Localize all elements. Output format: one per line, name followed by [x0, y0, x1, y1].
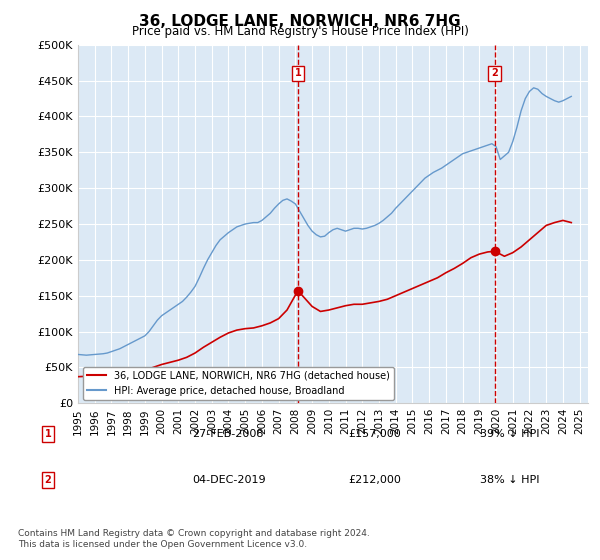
- Text: 04-DEC-2019: 04-DEC-2019: [192, 475, 266, 485]
- Text: 2: 2: [44, 475, 52, 485]
- Text: 38% ↓ HPI: 38% ↓ HPI: [480, 475, 539, 485]
- Text: 36, LODGE LANE, NORWICH, NR6 7HG: 36, LODGE LANE, NORWICH, NR6 7HG: [139, 14, 461, 29]
- Legend: 36, LODGE LANE, NORWICH, NR6 7HG (detached house), HPI: Average price, detached : 36, LODGE LANE, NORWICH, NR6 7HG (detach…: [83, 367, 394, 400]
- Text: 2: 2: [491, 68, 498, 78]
- Text: Price paid vs. HM Land Registry's House Price Index (HPI): Price paid vs. HM Land Registry's House …: [131, 25, 469, 38]
- Text: 1: 1: [295, 68, 301, 78]
- Text: 39% ↓ HPI: 39% ↓ HPI: [480, 429, 539, 439]
- Text: 1: 1: [44, 429, 52, 439]
- Text: £212,000: £212,000: [348, 475, 401, 485]
- Text: Contains HM Land Registry data © Crown copyright and database right 2024.
This d: Contains HM Land Registry data © Crown c…: [18, 529, 370, 549]
- Text: 27-FEB-2008: 27-FEB-2008: [192, 429, 263, 439]
- Text: £157,000: £157,000: [348, 429, 401, 439]
